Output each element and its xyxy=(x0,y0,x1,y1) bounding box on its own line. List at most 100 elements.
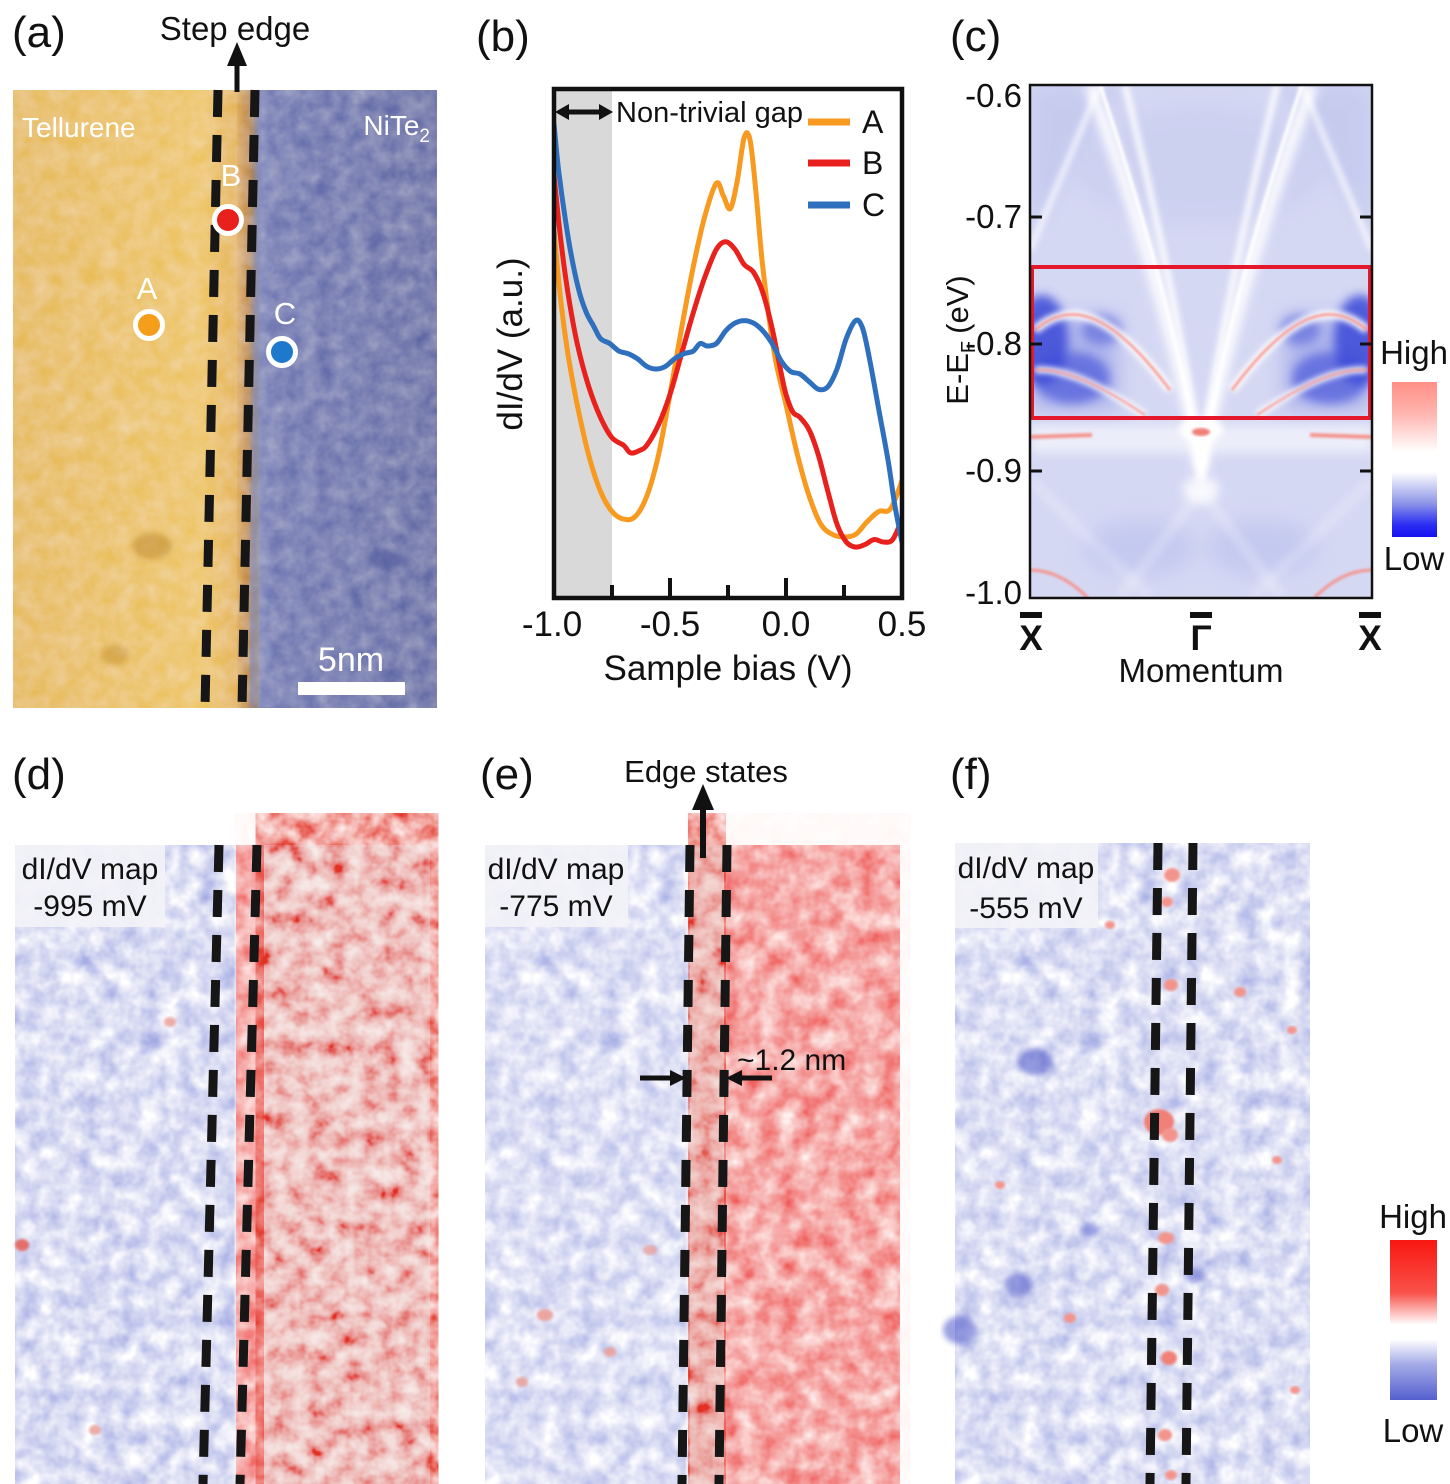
map-bias-label: -995 mV xyxy=(33,890,146,923)
point-c-marker xyxy=(266,336,298,368)
double-arrow-icon xyxy=(555,104,613,120)
x-axis-tick-labels: X Γ X xyxy=(1019,612,1382,658)
map-red-region xyxy=(264,845,430,1484)
edge-width-annotation: ~1.2 nm xyxy=(737,1044,846,1077)
map-blue-region xyxy=(15,845,236,1484)
band-structure-map: -0.6 -0.7 -0.8 -0.9 -1.0 E-EF (eV) X Γ X … xyxy=(940,77,1448,689)
map-spot xyxy=(15,1239,29,1251)
point-a-label: A xyxy=(137,271,158,306)
curve-b xyxy=(556,174,900,550)
y-tick--0.6: -0.6 xyxy=(965,77,1022,114)
legend-label-b: B xyxy=(862,145,883,181)
step-edge-dashed-line-right xyxy=(1181,842,1198,1484)
panel-b-label: (b) xyxy=(476,12,530,61)
point-a-marker xyxy=(133,309,165,341)
x-tick-Gamma: Γ xyxy=(1190,619,1211,658)
panel-e-label: (e) xyxy=(480,750,534,799)
surface-defect xyxy=(369,550,401,570)
x-axis-ticks xyxy=(552,578,904,596)
right-arrow-icon xyxy=(640,1070,686,1086)
map-label-box xyxy=(955,843,1098,928)
right-material-label: NiTe2 xyxy=(363,110,430,147)
map-label: dI/dV map xyxy=(22,853,159,886)
colorbar-low-label: Low xyxy=(1384,540,1445,577)
y-tick--0.9: -0.9 xyxy=(965,452,1022,489)
map-spot xyxy=(643,1245,657,1255)
scale-bar-label: 5nm xyxy=(318,641,384,679)
overbar-icon xyxy=(1359,612,1381,618)
left-arrow-icon xyxy=(726,1070,772,1086)
didv-map-775mv: dI/dV map -775 mV Edge states ~1.2 nm xyxy=(485,754,900,1484)
didv-map-995mv: dI/dV map -995 mV xyxy=(15,844,430,1484)
y-axis-tick-labels: -0.6 -0.7 -0.8 -0.9 -1.0 xyxy=(965,77,1022,611)
map-spot xyxy=(164,1017,176,1027)
y-axis-ticks xyxy=(1030,215,1372,473)
x-tick--0.5: -0.5 xyxy=(640,605,700,644)
map-spot xyxy=(516,1377,528,1387)
step-edge-dashed-line-left xyxy=(198,844,224,1484)
y-axis-title-main: E-E xyxy=(940,353,975,405)
plot-frame xyxy=(551,86,905,601)
point-c-label: C xyxy=(274,296,296,331)
edge-states-annotation: Edge states xyxy=(624,754,788,789)
step-edge-dashed-line-left xyxy=(200,89,223,709)
colorbar-low-label: Low xyxy=(1383,1412,1444,1449)
map-label-box xyxy=(485,845,628,927)
step-edge-dashed-line-left xyxy=(677,844,695,1484)
legend-label-a: A xyxy=(862,104,884,140)
map-edge-spots xyxy=(995,868,1300,1480)
x-tick-X-right: X xyxy=(1358,619,1382,658)
map-spot xyxy=(89,1425,101,1435)
scale-bar xyxy=(298,682,405,695)
step-edge-highlight xyxy=(249,90,262,708)
x-axis-title: Sample bias (V) xyxy=(604,649,853,688)
map-blue-region xyxy=(485,845,696,1484)
map-spot xyxy=(604,1347,616,1357)
y-tick--0.7: -0.7 xyxy=(965,198,1022,235)
step-edge-dashed-line-right xyxy=(235,844,262,1484)
panel-a-label: (a) xyxy=(12,8,66,57)
up-arrow-icon xyxy=(692,784,714,858)
y-axis-title: E-EF (eV) xyxy=(940,275,980,404)
x-axis-tick-labels: -1.0 -0.5 0.0 0.5 xyxy=(522,605,926,644)
curve-c xyxy=(556,123,900,544)
x-tick-0.0: 0.0 xyxy=(762,605,811,644)
right-material-name: NiTe xyxy=(363,110,419,141)
surface-defect xyxy=(101,645,129,665)
step-edge-dashed-line-right xyxy=(237,89,260,709)
colorbar-high-label: High xyxy=(1379,1198,1447,1235)
y-axis-title: dI/dV (a.u.) xyxy=(491,257,530,430)
map-blue-region xyxy=(955,843,1310,1484)
x-tick-X-left: X xyxy=(1019,619,1043,658)
curve-a xyxy=(556,130,900,540)
point-b-label: B xyxy=(221,158,242,193)
overbar-icon xyxy=(1190,612,1212,618)
colorbar xyxy=(1392,382,1437,537)
chart-legend: A B C xyxy=(808,104,885,223)
surface-defect xyxy=(132,533,172,559)
step-edge-dashed-line-right xyxy=(714,844,732,1484)
y-axis-title-subscript: F xyxy=(958,341,980,353)
spectral-function-art xyxy=(1030,85,1372,598)
spectra-curves xyxy=(556,123,900,550)
map-spot xyxy=(537,1309,553,1321)
stm-topography-image: Step edge Tellurene NiTe2 A B C 5nm xyxy=(13,10,437,709)
step-edge-dashed-line-left xyxy=(1145,842,1163,1484)
x-tick-0.5: 0.5 xyxy=(878,605,927,644)
right-material-subscript: 2 xyxy=(419,126,430,147)
plot-frame xyxy=(1028,83,1374,600)
colorbar xyxy=(1390,1240,1437,1400)
y-axis-title-unit: (eV) xyxy=(940,275,975,334)
step-edge-annotation: Step edge xyxy=(160,10,310,47)
map-bias-label: -555 mV xyxy=(969,892,1082,925)
didv-map-555mv: dI/dV map -555 mV High Low xyxy=(943,842,1447,1484)
up-arrow-icon xyxy=(227,42,247,92)
x-tick--1.0: -1.0 xyxy=(522,605,582,644)
point-b-marker xyxy=(212,204,244,236)
map-label: dI/dV map xyxy=(958,852,1095,885)
panel-f-label: (f) xyxy=(950,750,992,799)
panel-c-label: (c) xyxy=(950,12,1002,61)
overbar-icon xyxy=(1020,612,1042,618)
map-dark-patches xyxy=(943,1048,1205,1344)
panel-d-label: (d) xyxy=(12,750,66,799)
